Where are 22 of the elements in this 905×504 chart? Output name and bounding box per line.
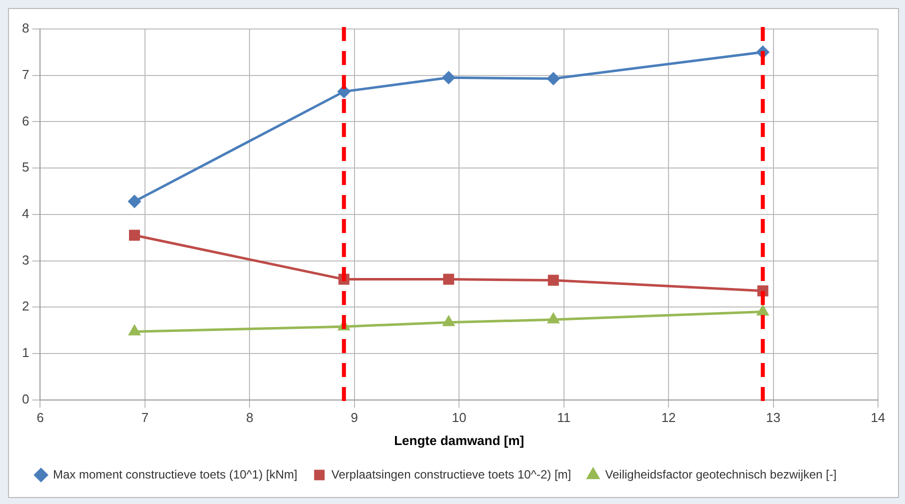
y-tick-label: 1 (22, 345, 30, 360)
legend-label: Verplaatsingen constructieve toets 10^-2) [m] (331, 467, 572, 482)
y-tick-label: 6 (22, 113, 30, 128)
y-tick-label: 4 (22, 206, 30, 221)
x-tick-label: 10 (452, 410, 466, 426)
y-tick-label: 2 (22, 298, 30, 314)
y-tick-label: 3 (22, 252, 30, 268)
x-tick-label: 11 (557, 410, 571, 426)
x-tick-label: 12 (661, 410, 676, 426)
x-tick-label: 7 (141, 410, 149, 426)
y-tick-label: 7 (22, 66, 30, 82)
x-tick-label: 9 (350, 410, 358, 426)
x-tick-label: 8 (246, 410, 254, 426)
x-axis-title: Lengte damwand [m] (394, 432, 524, 448)
legend-label: Max moment constructieve toets (10^1) [kNm] (53, 467, 298, 482)
x-tick-label: 13 (766, 410, 781, 426)
x-tick-label: 14 (870, 410, 886, 426)
y-tick-label: 8 (22, 20, 30, 36)
legend-label: Veiligheidsfactor geotechnisch bezwijken [-] (605, 467, 837, 482)
y-tick-label: 5 (22, 160, 30, 175)
y-tick-label: 0 (22, 391, 30, 406)
x-tick-label: 6 (36, 410, 44, 426)
